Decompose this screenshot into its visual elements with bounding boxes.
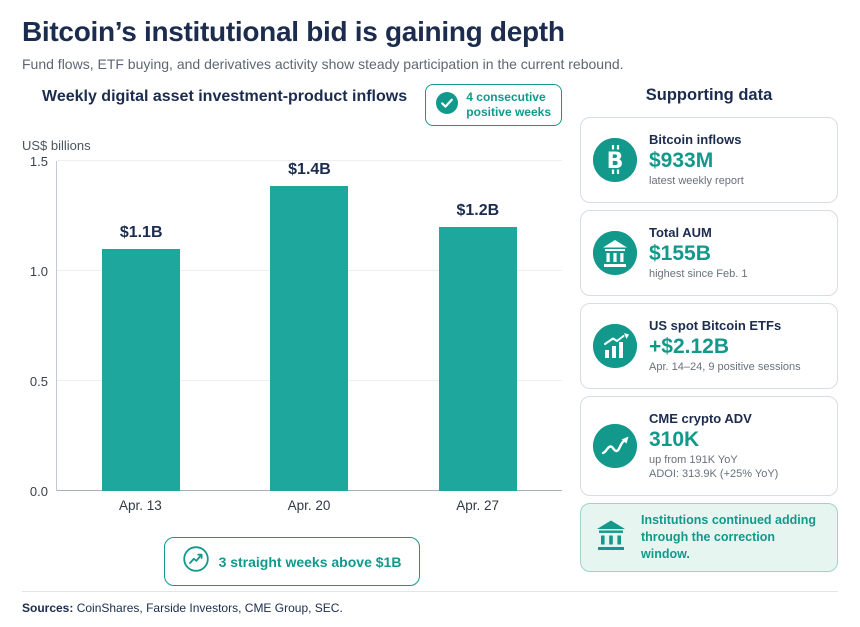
bar bbox=[438, 227, 517, 491]
check-circle-icon bbox=[436, 91, 459, 119]
stat-card-cme-adv: CME crypto ADV 310K up from 191K YoY ADO… bbox=[580, 396, 838, 496]
stat-card-text: Bitcoin inflows $933M latest weekly repo… bbox=[649, 132, 744, 188]
streak-badge-label: 3 straight weeks above $1B bbox=[218, 553, 402, 570]
stat-note-secondary: ADOI: 313.9K (+25% YoY) bbox=[649, 468, 779, 480]
supporting-data-title: Supporting data bbox=[645, 86, 773, 104]
chart-section: Weekly digital asset investment-product … bbox=[22, 84, 562, 591]
bar-group: $1.2B bbox=[394, 161, 562, 491]
stat-card-text: US spot Bitcoin ETFs +$2.12B Apr. 14–24,… bbox=[649, 318, 801, 374]
stat-title: Bitcoin inflows bbox=[649, 131, 742, 147]
svg-text:B: B bbox=[607, 149, 624, 174]
positive-weeks-badge: 4 consecutive positive weeks bbox=[425, 84, 562, 126]
y-axis-unit-label: US$ billions bbox=[22, 138, 91, 153]
bar bbox=[270, 186, 349, 491]
bar-value-label: $1.4B bbox=[288, 161, 331, 178]
stat-value: 310K bbox=[649, 427, 700, 451]
stat-value: +$2.12B bbox=[649, 334, 729, 358]
stat-card-text: Total AUM $155B highest since Feb. 1 bbox=[649, 225, 747, 281]
badge-line-1: 4 consecutive bbox=[466, 90, 546, 104]
stat-value: $933M bbox=[649, 148, 714, 172]
sources-label: Sources: bbox=[22, 601, 74, 615]
stat-title: Total AUM bbox=[649, 224, 712, 240]
stat-note: up from 191K YoY bbox=[649, 453, 738, 466]
bar-group: $1.4B bbox=[225, 161, 393, 491]
stat-card-total-aum: Total AUM $155B highest since Feb. 1 bbox=[580, 210, 838, 296]
stat-title: US spot Bitcoin ETFs bbox=[649, 317, 782, 333]
bar-value-label: $1.1B bbox=[119, 224, 163, 241]
trend-chart-icon bbox=[182, 546, 209, 577]
bar-group: $1.1B bbox=[57, 161, 225, 491]
bar-chart: 0.0 0.5 1.0 1.5 $1.1B $1.4B $1.2B bbox=[22, 154, 562, 499]
badge-line-2: positive weeks bbox=[466, 105, 551, 119]
page-subtitle: Fund flows, ETF buying, and derivatives … bbox=[22, 56, 624, 72]
streak-badge: 3 straight weeks above $1B bbox=[163, 537, 421, 586]
x-tick-label: Apr. 13 bbox=[118, 498, 162, 513]
positive-weeks-label: 4 consecutive positive weeks bbox=[466, 90, 551, 120]
stat-note: Apr. 14–24, 9 positive sessions bbox=[649, 360, 801, 373]
stat-value: $155B bbox=[649, 241, 711, 265]
stat-card-bitcoin-inflows: B Bitcoin inflows $933M latest weekly re… bbox=[580, 117, 838, 203]
chart-title: Weekly digital asset investment-product … bbox=[42, 88, 408, 105]
sources-footer: Sources: CoinShares, Farside Investors, … bbox=[22, 591, 838, 627]
stat-title: CME crypto ADV bbox=[649, 410, 752, 426]
page-title: Bitcoin’s institutional bid is gaining d… bbox=[22, 16, 565, 47]
sources-text: CoinShares, Farside Investors, CME Group… bbox=[76, 601, 343, 615]
bank-icon bbox=[593, 517, 629, 558]
chart-header: Weekly digital asset investment-product … bbox=[22, 84, 562, 126]
x-tick-label: Apr. 27 bbox=[456, 498, 500, 513]
stat-note: highest since Feb. 1 bbox=[649, 267, 748, 280]
highlight-card: Institutions continued adding through th… bbox=[580, 503, 838, 572]
bitcoin-icon: B bbox=[593, 138, 637, 182]
x-tick-label: Apr. 20 bbox=[287, 498, 331, 513]
supporting-data-panel: Supporting data B Bitcoin inflows $933M bbox=[580, 84, 838, 591]
x-axis: Apr. 13 Apr. 20 Apr. 27 bbox=[56, 498, 562, 513]
bar bbox=[102, 249, 181, 491]
stat-note: latest weekly report bbox=[649, 174, 744, 187]
bar-chart-icon bbox=[593, 324, 637, 368]
stat-card-us-spot-etfs: US spot Bitcoin ETFs +$2.12B Apr. 14–24,… bbox=[580, 303, 838, 389]
highlight-text: Institutions continued adding through th… bbox=[641, 513, 816, 561]
bar-value-label: $1.2B bbox=[456, 202, 500, 219]
bank-icon bbox=[593, 231, 637, 275]
y-axis: 0.0 0.5 1.0 1.5 bbox=[29, 154, 48, 499]
stat-card-text: CME crypto ADV 310K up from 191K YoY ADO… bbox=[649, 411, 778, 482]
line-chart-icon bbox=[593, 424, 637, 468]
content: Weekly digital asset investment-product … bbox=[22, 84, 838, 591]
chart-plot-area: $1.1B $1.4B $1.2B bbox=[56, 160, 562, 491]
